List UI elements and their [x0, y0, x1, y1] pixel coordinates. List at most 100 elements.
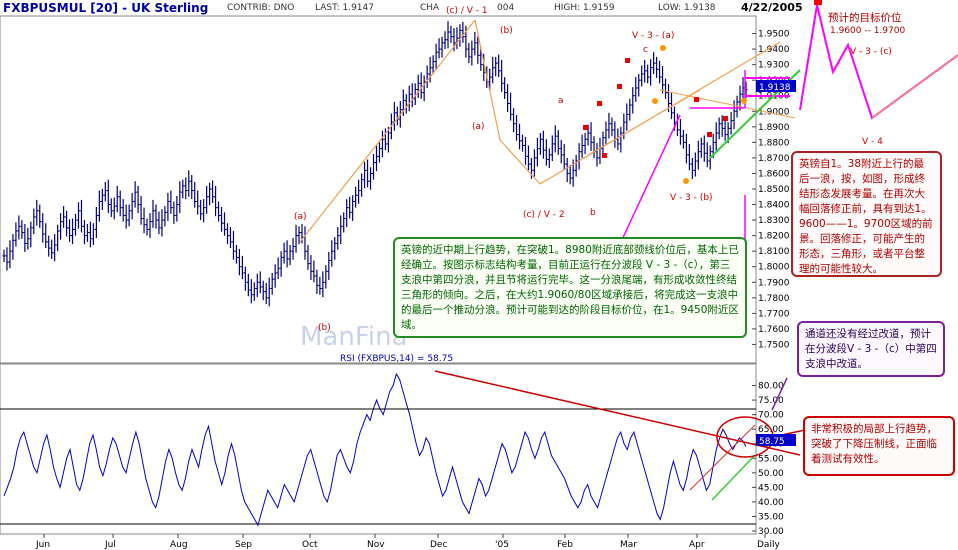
- price-tick-label: 1.8700: [758, 154, 790, 164]
- x-tick-label: Feb: [557, 540, 573, 550]
- rsi-tick-label: 70.00: [758, 411, 784, 421]
- last-rsi-flag-text: 58.75: [759, 437, 785, 447]
- note-red-box-1: 英镑自1。38附近上行的最后一浪，按，如图，形成终结形态发展考量。在再次大幅回落…: [791, 151, 942, 277]
- x-tick-label: '05: [495, 540, 509, 550]
- rsi-tick-label: 30.00: [758, 527, 784, 537]
- trend-line-wave-b: [474, 19, 501, 141]
- x-tick-label: Sep: [235, 540, 252, 550]
- wave-label-b-left: (b): [318, 323, 331, 333]
- square-marker: [597, 101, 602, 106]
- last-price-flag: [756, 80, 796, 92]
- rsi-tick-label: 40.00: [758, 498, 784, 508]
- x-tick-label: Nov: [367, 540, 385, 550]
- x-tick-label: Apr: [689, 540, 705, 550]
- price-tick-label: 1.8300: [758, 216, 790, 226]
- wave-label-v3a: V - 3 - (a): [632, 31, 674, 41]
- square-marker: [707, 132, 712, 137]
- price-tick-label: 1.9000: [758, 107, 790, 117]
- note-purple-box: 通道还没有经过改道，预计在分波段V - 3 -（c）中第四支浪中改道。: [797, 321, 945, 377]
- last-rsi-flag: [756, 434, 796, 446]
- square-marker: [625, 58, 630, 63]
- x-tick-label: Oct: [302, 540, 318, 550]
- square-marker: [694, 97, 699, 102]
- rsi-tick-label: 75.00: [758, 396, 784, 406]
- wave-label-c-v1: (c) / V - 1: [446, 6, 488, 16]
- target-range: 1.9600 -- 1.9700: [830, 26, 906, 36]
- wave-label-b-small: b: [590, 208, 596, 218]
- note-green-box: 英镑的近中期上行趋势，在突破1。8980附近底部颈线价位后，基本上已经确立。按图…: [393, 237, 747, 338]
- rsi-series-line: [3, 372, 747, 527]
- wave-label-v3b: V - 3 - (b): [670, 193, 713, 203]
- price-tick-label: 1.9500: [758, 30, 790, 40]
- x-tick-label: Jun: [35, 540, 50, 550]
- rsi-tick-label: 80.00: [758, 382, 784, 392]
- price-tick-label: 1.9400: [758, 45, 790, 55]
- square-marker: [617, 84, 622, 89]
- x-tick-label: Jul: [104, 540, 116, 550]
- dot-marker: [652, 98, 658, 104]
- price-tick-label: 1.8600: [758, 169, 790, 179]
- trend-line-upper: [299, 19, 476, 243]
- trend-line-wave-a: [499, 139, 541, 185]
- note-red-box-2: 非常积极的局部上行趋势，突破了下降压制线，正面临着测试有效性。: [803, 416, 955, 476]
- target-title: 预计的目标价位: [828, 12, 902, 24]
- dot-marker: [660, 45, 666, 51]
- change-value: 004: [497, 3, 515, 13]
- price-tick-label: 1.8100: [758, 247, 790, 257]
- rsi-line: [3, 372, 747, 527]
- rsi-title: RSI (FXBPUS,14) = 58.75: [340, 354, 453, 364]
- price-axis: 1.95001.94001.93001.92001.91001.90001.89…: [752, 30, 790, 350]
- price-tick-label: 1.9300: [758, 61, 790, 71]
- price-tick-label: 1.8800: [758, 138, 790, 148]
- price-bars: [2, 21, 748, 307]
- x-tick-label: Daily: [757, 540, 780, 550]
- last-price: LAST: 1.9147: [315, 3, 374, 13]
- low-price: LOW: 1.9138: [658, 3, 716, 13]
- dot-marker: [741, 98, 747, 104]
- wave-label-a-small: a: [558, 96, 564, 106]
- square-marker: [723, 116, 728, 121]
- price-tick-label: 1.7500: [758, 340, 790, 350]
- x-tick-label: Mar: [620, 540, 637, 550]
- price-tick-label: 1.7800: [758, 294, 790, 304]
- price-tick-label: 1.8400: [758, 201, 790, 211]
- rsi-purple-pointer: [771, 377, 788, 411]
- rsi-local-trend-upper: [689, 424, 756, 491]
- price-tick-label: 1.7700: [758, 309, 790, 319]
- rsi-panel-frame: [0, 363, 757, 535]
- rsi-tick-label: 35.00: [758, 512, 784, 522]
- price-tick-label: 1.8000: [758, 263, 790, 273]
- square-marker: [602, 153, 607, 158]
- rsi-tick-label: 55.00: [758, 454, 784, 464]
- target-marker: [814, 0, 822, 5]
- symbol-title: FXBPUSMUL [20] - UK Sterling: [3, 1, 209, 15]
- dot-markers: [583, 45, 747, 184]
- wave-label-c-v2: (c) / V - 2: [523, 210, 565, 220]
- price-tick-label: 1.7900: [758, 278, 790, 288]
- x-axis: Jun Jul Aug Sep Oct Nov Dec '05 Feb Mar Apr Daily: [35, 534, 780, 550]
- wave-label-a: (a): [472, 122, 485, 132]
- dot-marker: [683, 178, 689, 184]
- high-price: HIGH: 1.9159: [554, 3, 615, 13]
- rsi-tick-label: 50.00: [758, 469, 784, 479]
- projection-tail: [871, 54, 958, 119]
- last-price-flag-text: 1.9138: [759, 83, 791, 93]
- x-tick-label: Aug: [170, 540, 188, 550]
- wave-label-v4: V - 4: [862, 137, 883, 147]
- price-tick-label: 1.7600: [758, 325, 790, 335]
- square-marker: [583, 125, 588, 130]
- wave-label-v3c: V - 3 - (c): [850, 47, 892, 57]
- wave-label-b-top: (b): [500, 26, 513, 36]
- watermark-text: ManFina: [300, 322, 408, 352]
- x-tick-label: Dec: [430, 540, 447, 550]
- rsi-local-trend-lower: [711, 454, 756, 501]
- chart-date: 4/22/2005: [741, 1, 803, 14]
- contrib-label: CONTRIB: DNO: [227, 3, 295, 13]
- change-label: CHA: [420, 3, 440, 13]
- rsi-tick-label: 45.00: [758, 483, 784, 493]
- trend-line-lower-2: [659, 89, 796, 119]
- chart-header: FXBPUSMUL [20] - UK Sterling CONTRIB: DN…: [0, 0, 958, 18]
- price-tick-label: 1.8900: [758, 123, 790, 133]
- wave-label-c-small: c: [643, 45, 648, 55]
